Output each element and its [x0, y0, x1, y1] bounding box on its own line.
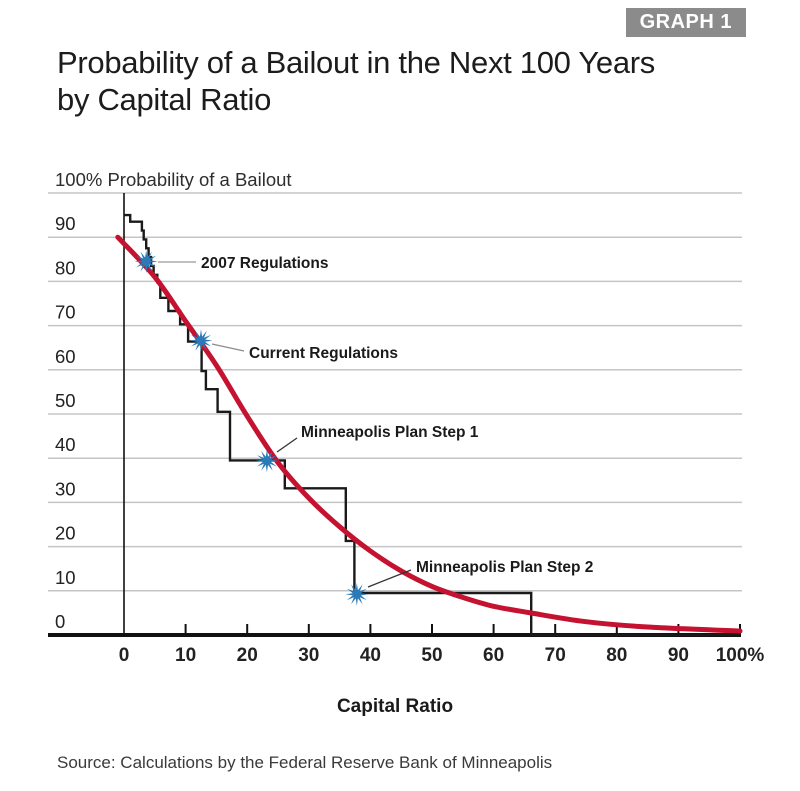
smooth-curve — [115, 234, 743, 634]
x-tick-label-0: 0 — [119, 645, 130, 666]
annotation-label-1: 2007 Regulations — [201, 255, 329, 272]
y-tick-label-70: 70 — [55, 302, 76, 323]
x-tick-label-30: 30 — [298, 645, 319, 666]
source-note: Source: Calculations by the Federal Rese… — [57, 753, 553, 772]
chart-title: Probability of a Bailout in the Next 100… — [57, 44, 655, 118]
y-axis-top-label: 100% Probability of a Bailout — [55, 169, 292, 190]
x-tick-label-20: 20 — [237, 645, 258, 666]
y-tick-label-40: 40 — [55, 434, 76, 455]
star-marker-1 — [134, 250, 158, 273]
x-tick-label-40: 40 — [360, 645, 381, 666]
x-tick-label-50: 50 — [421, 645, 442, 666]
annotation-label-2: Current Regulations — [249, 345, 398, 362]
annotation-leader-3 — [276, 437, 298, 453]
x-tick-label-80: 80 — [606, 645, 627, 666]
x-tick-label-100%: 100% — [716, 645, 765, 666]
graph-badge: GRAPH 1 — [625, 8, 746, 37]
x-axis-title: Capital Ratio — [337, 696, 453, 717]
chart-title-line2: by Capital Ratio — [57, 82, 272, 117]
annotation-label-4: Minneapolis Plan Step 2 — [416, 559, 593, 576]
y-tick-label-80: 80 — [55, 257, 76, 278]
x-tick-label-60: 60 — [483, 645, 504, 666]
y-tick-label-20: 20 — [55, 523, 76, 544]
annotation-leader-4 — [367, 569, 412, 588]
x-tick-label-70: 70 — [545, 645, 566, 666]
x-tick-label-10: 10 — [175, 645, 196, 666]
y-tick-label-10: 10 — [55, 567, 76, 588]
chart-title-line1: Probability of a Bailout in the Next 100… — [57, 45, 655, 80]
y-tick-label-60: 60 — [55, 346, 76, 367]
step-series — [124, 213, 740, 637]
annotation-label-3: Minneapolis Plan Step 1 — [301, 424, 479, 441]
y-tick-label-50: 50 — [55, 390, 76, 411]
y-tick-label-90: 90 — [55, 213, 76, 234]
x-tick-label-90: 90 — [668, 645, 689, 666]
y-tick-label-0: 0 — [55, 611, 65, 632]
star-marker-4 — [345, 582, 369, 606]
annotation-leader-2 — [211, 343, 245, 352]
star-marker-3 — [255, 449, 279, 473]
star-marker-2 — [189, 329, 213, 353]
y-tick-label-30: 30 — [55, 478, 76, 499]
